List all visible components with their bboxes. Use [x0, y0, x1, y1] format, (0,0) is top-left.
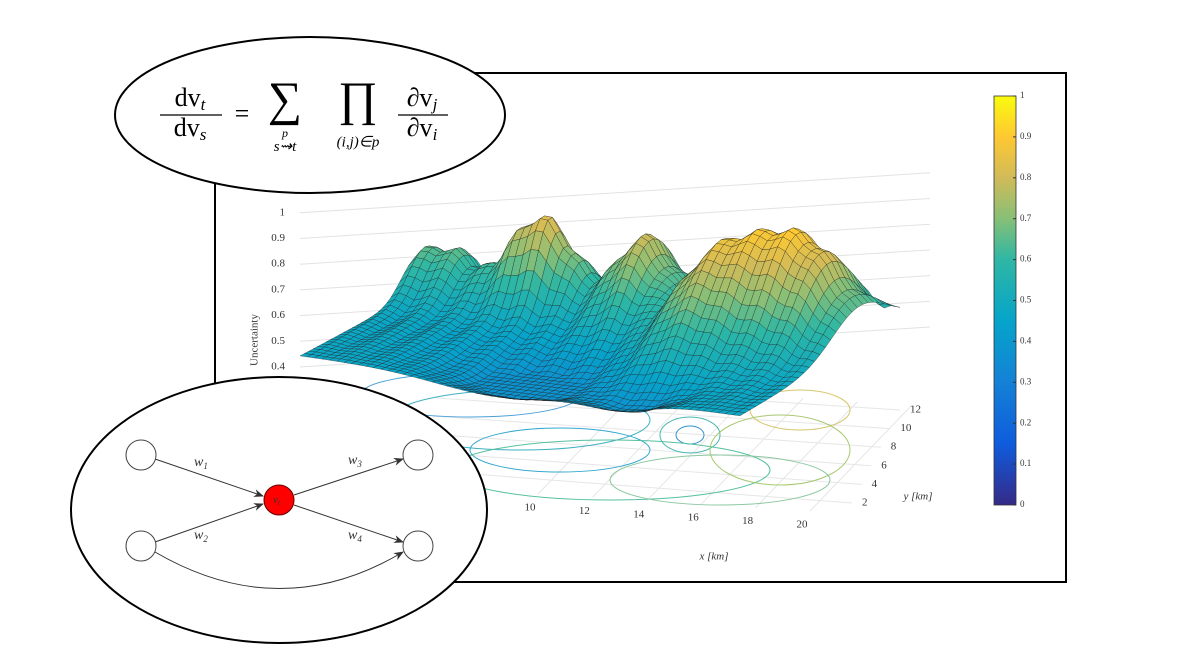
grid-line [299, 172, 931, 214]
x-tick-label: 10 [525, 502, 537, 514]
y-tick-label: 2 [862, 497, 868, 509]
colorbar-tick-label: 0.1 [1020, 458, 1031, 468]
lhs-denominator: dvs [174, 113, 207, 144]
z-tick-label: 0.7 [271, 283, 285, 295]
x-tick-label: 20 [797, 519, 809, 531]
colorbar-tick-label: 0.3 [1020, 376, 1032, 386]
y-tick-label: 6 [881, 459, 887, 471]
edge [154, 551, 404, 589]
y-tick-label: 8 [891, 441, 897, 453]
z-tick-label: 0.9 [271, 232, 285, 244]
x-tick-label: 16 [688, 512, 700, 524]
lhs-numerator: dvt [175, 83, 207, 114]
y-tick-label: 10 [900, 422, 912, 434]
z-axis-label: Uncertainty [249, 314, 261, 366]
equals: = [235, 99, 250, 128]
grid-line [423, 451, 862, 485]
colorbar-tick-label: 1 [1020, 90, 1025, 100]
sum-index: s⇝t [274, 139, 297, 155]
x-axis-label: x [km] [698, 551, 728, 563]
y-axis-label: y [km] [902, 491, 932, 503]
z-tick-label: 0.5 [271, 335, 285, 347]
z-tick-label: 1 [280, 206, 286, 218]
x-tick-label: 18 [742, 515, 754, 527]
equation-bubble: dvt dvs = ∑ s⇝t p ∏ (i,j)∈p ∂vj ∂vi [114, 36, 506, 194]
graph-bubble: w1 w2 w3 w4 vt [70, 376, 488, 644]
edge [154, 503, 264, 543]
center-node [263, 484, 295, 516]
grid-line [435, 397, 891, 430]
node [125, 530, 157, 562]
edge-label: w2 [194, 528, 208, 544]
edge [293, 458, 404, 496]
node [402, 439, 434, 471]
colorbar-tick-label: 0.8 [1020, 172, 1032, 182]
surface [299, 215, 901, 416]
edges [154, 458, 404, 589]
edge [154, 458, 264, 497]
node [125, 439, 157, 471]
grid-line [299, 198, 931, 239]
z-tick-label: 0.4 [271, 361, 285, 373]
rhs-numerator: ∂vj [407, 83, 438, 114]
colorbar-tick-label: 0 [1020, 499, 1025, 509]
x-tick-label: 14 [633, 508, 645, 520]
node [402, 530, 434, 562]
grid-line [419, 469, 853, 504]
bubble [114, 36, 506, 194]
colorbar-tick-label: 0.4 [1020, 335, 1032, 345]
product-symbol: ∏ [338, 73, 378, 126]
surface-plot: Uncertainty x [km] y [km] 0.4 0.5 0.6 0.7 0.… [249, 90, 1032, 562]
colorbar-tick-label: 0.7 [1020, 213, 1032, 223]
colorbar-tick-label: 0.6 [1020, 254, 1032, 264]
nodes [125, 439, 434, 562]
edge-label: w4 [348, 528, 362, 544]
product-index: (i,j)∈p [337, 134, 380, 150]
grid-line [431, 415, 881, 448]
colorbar [993, 95, 1017, 506]
colorbar-tick-label: 0.2 [1020, 417, 1031, 427]
colorbar-tick-label: 0.9 [1020, 131, 1032, 141]
node-label: vt [273, 494, 281, 507]
surface-patch [732, 411, 746, 416]
y-tick-label: 12 [910, 404, 921, 416]
rhs-denominator: ∂vi [407, 113, 438, 144]
grid-line [700, 397, 804, 505]
grid-line [809, 404, 913, 512]
colorbar-tick-label: 0.5 [1020, 295, 1032, 305]
edge-label: w3 [348, 453, 362, 469]
grid-line [755, 401, 858, 508]
edge [293, 504, 404, 543]
x-tick-label: 12 [579, 505, 590, 517]
z-tick-label: 0.8 [271, 258, 285, 270]
y-tick-label: 4 [872, 478, 878, 490]
sum-arrow-label: p [281, 126, 288, 140]
grid-line [299, 223, 931, 265]
edge-label: w1 [194, 455, 208, 471]
z-tick-label: 0.6 [271, 309, 285, 321]
sum-symbol: ∑ [268, 73, 302, 126]
